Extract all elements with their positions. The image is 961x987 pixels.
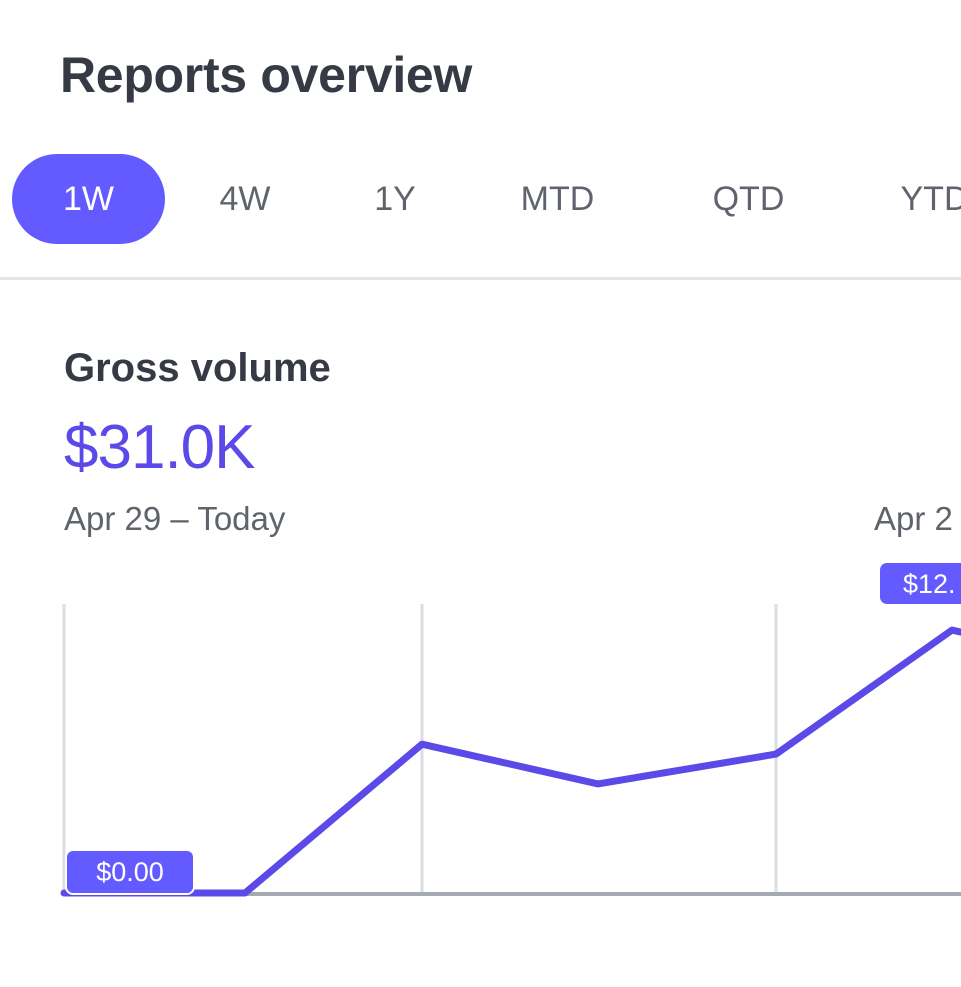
tabs-divider bbox=[0, 277, 961, 280]
tab-qtd[interactable]: QTD bbox=[712, 180, 785, 218]
tab-mtd[interactable]: MTD bbox=[520, 180, 595, 218]
tab-4w[interactable]: 4W bbox=[219, 180, 271, 218]
metric-value: $31.0K bbox=[64, 413, 256, 482]
date-range-end: Apr 2 bbox=[874, 500, 953, 537]
tab-ytd[interactable]: YTD bbox=[900, 180, 961, 218]
chart-min-label: $0.00 bbox=[65, 849, 195, 895]
time-range-tabs: 1W 4W 1Y MTD QTD YTD bbox=[0, 154, 961, 244]
date-range-start: Apr 29 – Today bbox=[64, 500, 286, 537]
tab-1w[interactable]: 1W bbox=[12, 154, 165, 244]
chart-series-line bbox=[60, 626, 961, 897]
page-title: Reports overview bbox=[60, 47, 473, 103]
chart-min-label-text: $0.00 bbox=[96, 857, 164, 887]
chart-max-label: $12. bbox=[880, 563, 961, 604]
tab-1y[interactable]: 1Y bbox=[374, 180, 416, 218]
metric-label: Gross volume bbox=[64, 346, 331, 390]
chart-max-label-text: $12. bbox=[903, 569, 956, 599]
